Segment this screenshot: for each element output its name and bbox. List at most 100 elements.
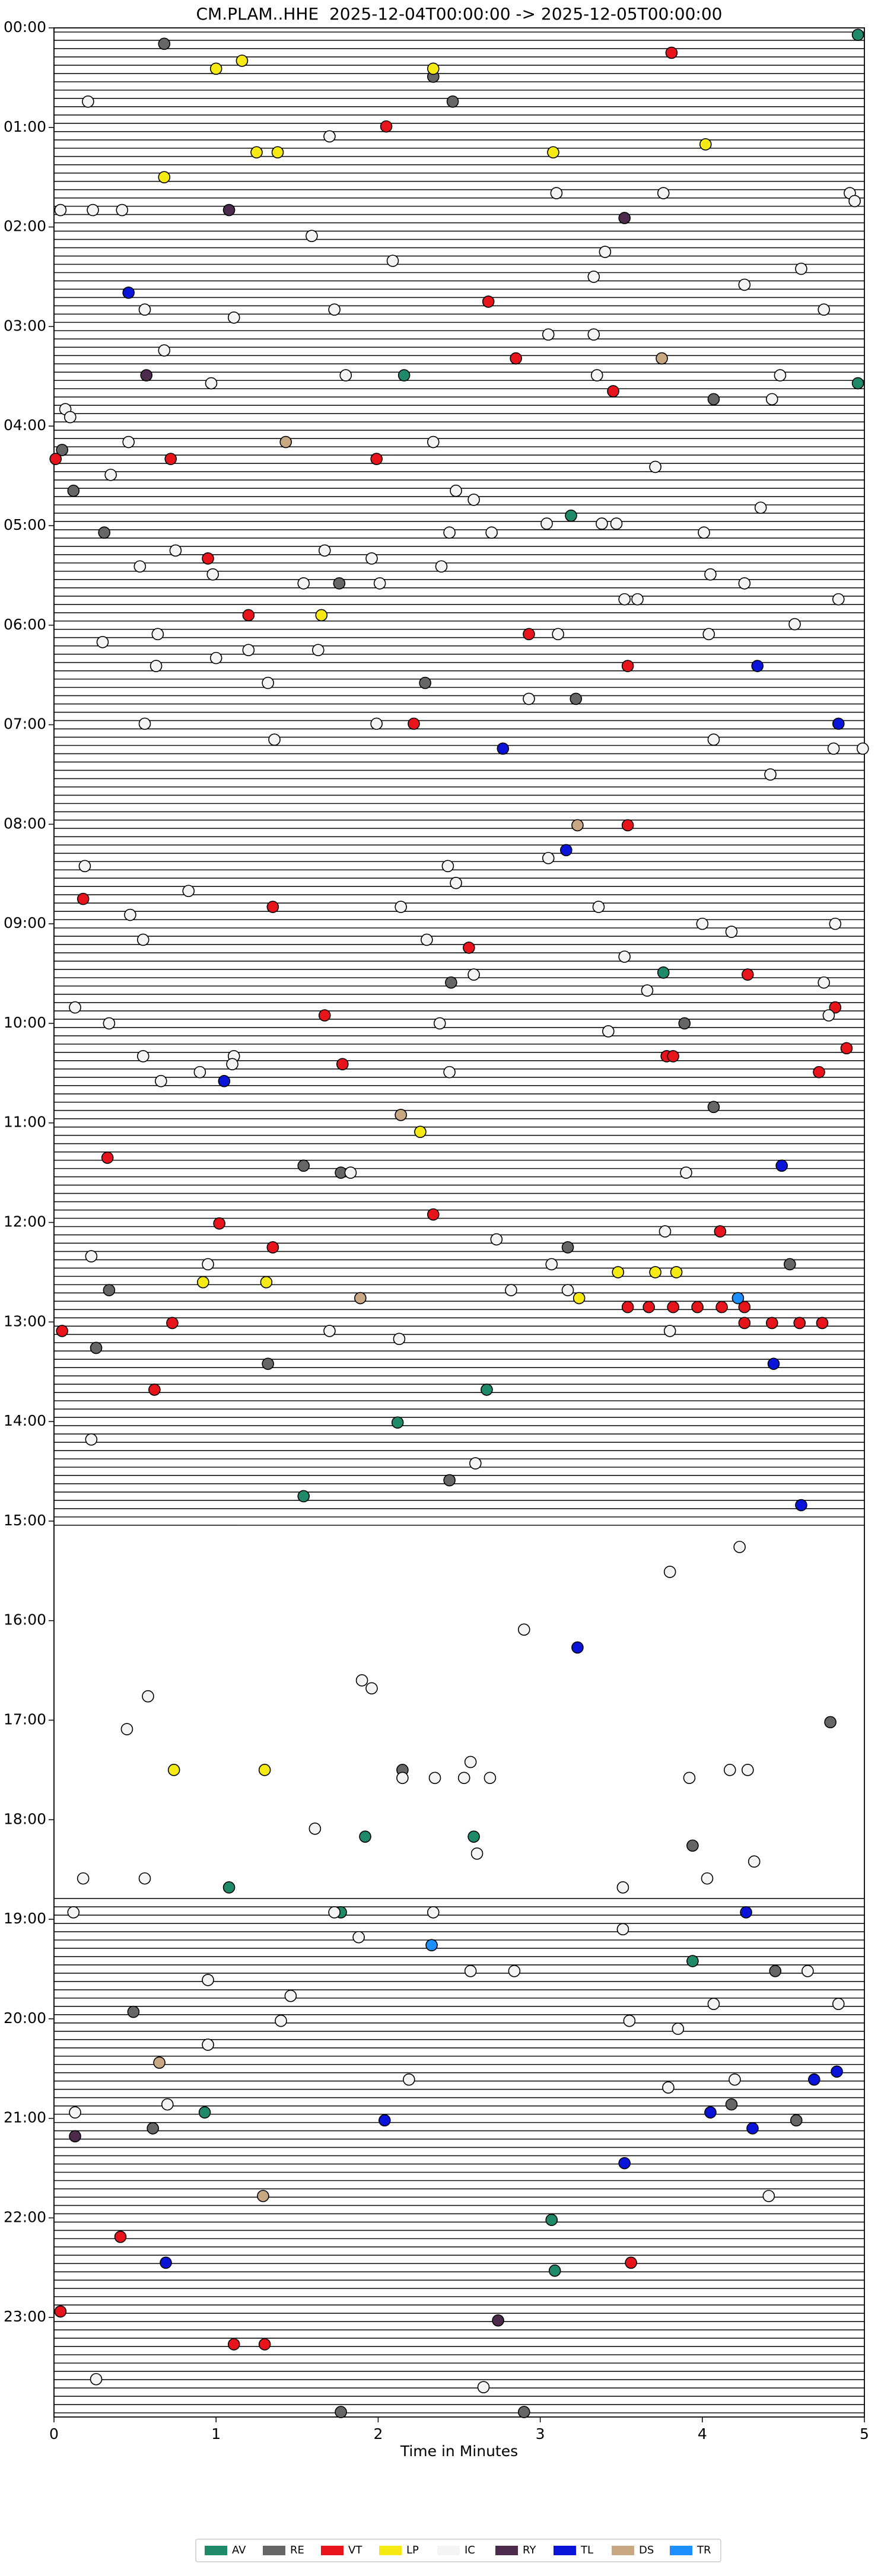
event-marker [686,1839,699,1852]
event-marker [54,2305,67,2318]
event-marker [56,444,68,456]
x-tick-label: 4 [698,2425,707,2443]
event-marker [813,1066,825,1079]
event-marker [90,2373,103,2386]
event-marker [490,1233,503,1246]
event-marker [808,2073,820,2086]
event-marker [257,2190,269,2202]
event-marker [818,976,830,989]
event-marker [570,692,583,705]
event-marker [67,1906,80,1919]
event-marker [169,544,182,557]
event-marker [336,1058,349,1071]
event-marker [133,560,147,573]
event-marker [124,908,136,921]
event-marker [116,203,129,217]
event-marker [365,1682,378,1695]
y-tick-label: 22:00 [4,2208,46,2225]
event-marker [77,892,90,905]
event-marker [596,517,608,530]
x-tick-label: 3 [536,2425,545,2443]
event-marker [714,1225,727,1238]
event-marker [85,1433,98,1446]
event-marker [359,1830,371,1843]
event-marker [610,517,623,530]
event-marker [308,1823,322,1835]
legend-swatch [321,2546,344,2555]
event-marker [618,593,631,606]
y-tick-label: 15:00 [4,1512,46,1529]
event-marker [446,95,459,108]
event-marker [686,1955,699,1967]
legend-swatch [670,2546,692,2555]
event-marker [565,509,577,522]
event-marker [670,1266,683,1279]
event-marker [101,1152,114,1164]
event-marker [467,968,480,981]
event-marker [683,1772,696,1785]
event-marker [769,1964,782,1977]
event-marker [832,1998,845,2010]
event-marker [138,303,151,316]
event-marker [323,1325,336,1337]
event-marker [829,1001,842,1014]
event-marker [704,568,717,581]
chart-title: CM.PLAM..HHE 2025-12-04T00:00:00 -> 2025… [196,4,723,24]
event-marker [120,1723,133,1735]
event-marker [832,593,845,606]
event-marker [365,552,378,565]
event-marker [691,1300,704,1314]
event-marker [832,717,845,730]
event-marker [545,1258,558,1271]
event-marker [707,393,720,406]
event-marker [335,2406,347,2418]
event-marker [138,1872,151,1885]
event-marker [114,2230,127,2243]
event-marker [193,1066,206,1079]
event-marker [731,1292,745,1305]
event-marker [571,1641,584,1654]
event-marker [667,1300,679,1314]
legend-label: IC [465,2544,475,2556]
x-tick-label: 1 [211,2425,221,2443]
legend-label: TR [696,2544,711,2556]
event-marker [96,635,109,648]
event-marker [213,1217,225,1230]
event-marker [77,1872,90,1885]
event-marker [738,1300,751,1314]
event-marker [587,271,600,283]
event-marker [425,1939,438,1951]
event-marker [698,526,710,539]
event-marker [542,328,555,341]
event-marker [271,146,284,159]
y-tick-label: 09:00 [4,914,46,931]
event-marker [85,1250,98,1262]
event-marker [370,453,383,465]
y-tick-label: 03:00 [4,317,46,334]
event-marker [450,877,462,889]
y-tick-label: 05:00 [4,516,46,533]
event-marker [795,262,807,275]
event-marker [464,1964,477,1977]
event-marker [470,1847,484,1860]
event-marker [258,1764,271,1776]
event-marker [161,2098,174,2111]
event-marker [827,742,840,755]
event-marker [818,303,830,316]
event-marker [840,1042,853,1055]
event-marker [87,203,99,217]
event-marker [643,1300,655,1314]
event-marker [571,819,584,832]
event-marker [414,1125,427,1138]
event-marker [851,28,864,42]
event-marker [696,917,709,930]
legend-swatch [554,2546,576,2555]
legend-swatch [263,2546,285,2555]
event-marker [464,1756,477,1769]
y-tick-label: 13:00 [4,1312,46,1330]
event-marker [136,1050,150,1063]
event-marker [122,435,135,449]
event-marker [370,717,383,730]
event-marker [160,2256,172,2269]
